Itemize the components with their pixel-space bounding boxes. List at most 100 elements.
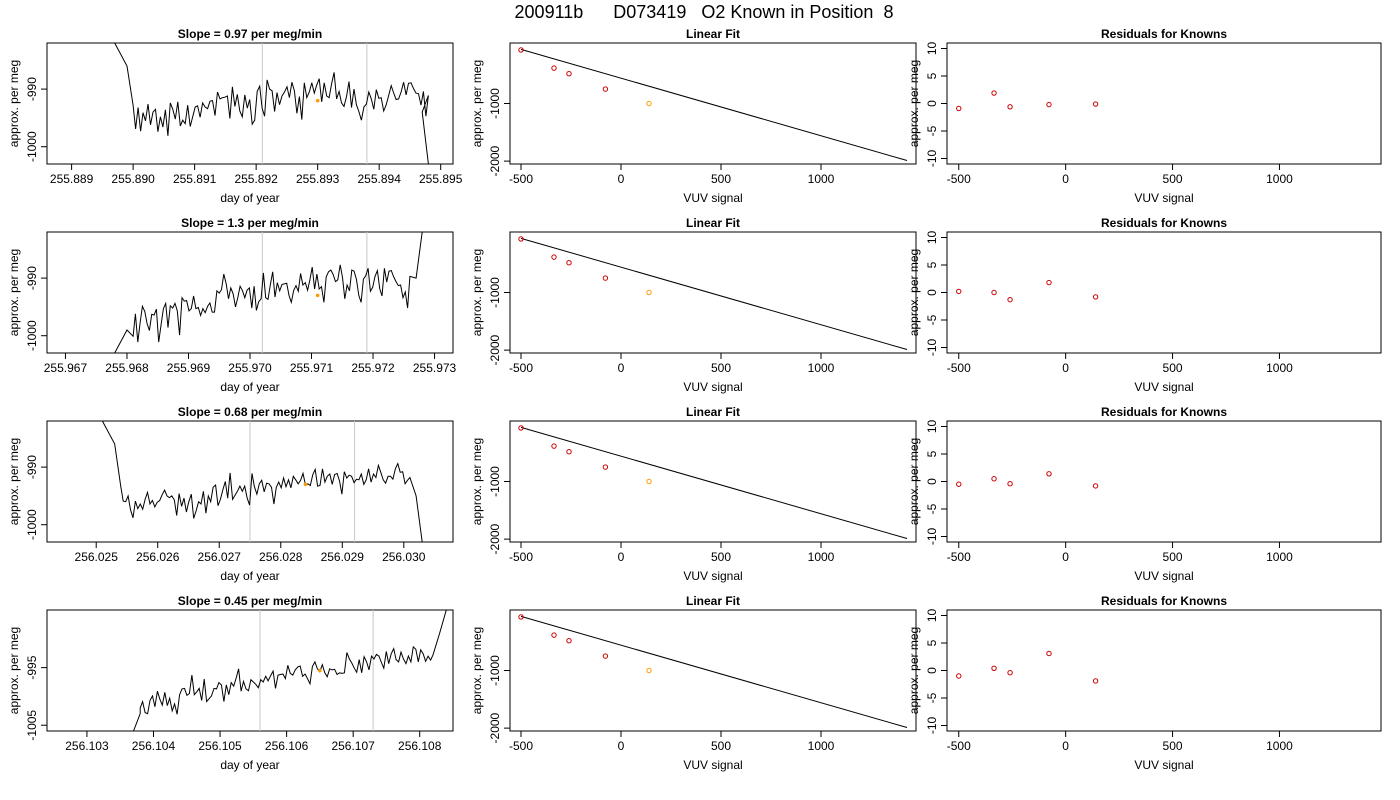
x-axis-label: VUV signal [1134, 380, 1193, 394]
y-tick-label: -990 [25, 266, 39, 290]
x-tick-label: 500 [1163, 550, 1183, 564]
series-line [101, 421, 423, 542]
data-point [566, 260, 572, 266]
x-tick-label: 256.104 [132, 739, 176, 753]
x-axis-label: day of year [220, 758, 279, 772]
plot-data [518, 236, 908, 351]
y-tick-label: 5 [925, 72, 939, 79]
x-tick-label: 500 [711, 550, 731, 564]
y-tick-label: 10 [925, 42, 939, 56]
x-tick-label: -500 [509, 172, 533, 186]
panel-title: Residuals for Knowns [1101, 27, 1227, 41]
data-point [991, 289, 997, 296]
y-axis-label: approx. per meg [7, 249, 21, 336]
y-axis-label: approx. per meg [7, 627, 21, 714]
x-tick-label: 256.028 [259, 550, 303, 564]
data-point [646, 478, 652, 485]
x-tick-label: 256.025 [75, 550, 119, 564]
x-tick-label: 0 [618, 739, 625, 753]
y-tick-label: 10 [925, 420, 939, 434]
x-tick-label: 500 [1163, 361, 1183, 375]
data-point [1092, 101, 1099, 107]
y-tick-label: 5 [925, 261, 939, 268]
known-mean-point [315, 293, 320, 298]
panel-title: Slope = 0.97 per meg/min [178, 27, 322, 41]
x-tick-label: 255.890 [111, 172, 155, 186]
panel-fit-row-1: Linear Fit VUV signal approx. per meg -500 0… [470, 216, 917, 394]
x-tick-label: -500 [509, 361, 533, 375]
data-point [518, 47, 524, 53]
plot-data [101, 421, 423, 542]
x-tick-label: 256.105 [198, 739, 242, 753]
data-point [991, 476, 997, 482]
fit-line [520, 426, 908, 540]
y-tick-label: 0 [925, 289, 939, 296]
x-tick-label: 1000 [1266, 739, 1293, 753]
x-tick-label: 255.973 [413, 361, 457, 375]
y-axis-label: approx. per meg [7, 60, 21, 147]
known-mean-point [315, 98, 320, 103]
x-tick-label: 500 [711, 172, 731, 186]
y-tick-label: 5 [925, 639, 939, 646]
y-tick-label: -1000 [25, 509, 39, 540]
y-tick-label: -5 [925, 125, 939, 136]
data-point [566, 449, 572, 455]
y-tick-label: -1000 [488, 655, 502, 686]
data-point [566, 71, 572, 77]
series-line [114, 232, 423, 353]
x-tick-label: 1000 [1266, 361, 1293, 375]
data-point [1007, 481, 1013, 487]
plot-data [518, 47, 908, 162]
data-point [1092, 678, 1099, 684]
plot-frame [46, 609, 454, 732]
x-axis-label: VUV signal [683, 758, 742, 772]
y-axis-label: approx. per meg [907, 438, 921, 525]
x-tick-label: 1000 [1266, 550, 1293, 564]
data-point [566, 638, 572, 644]
y-tick-label: 0 [925, 478, 939, 485]
data-point [1007, 104, 1013, 110]
data-point [551, 443, 557, 449]
x-tick-label: 256.029 [321, 550, 365, 564]
y-tick-label: -2000 [488, 334, 502, 365]
panel-title: Residuals for Knowns [1101, 594, 1227, 608]
panel-resid-row-0: Residuals for Knowns VUV signal approx. pe… [907, 27, 1382, 205]
data-point [991, 90, 997, 96]
x-axis-label: VUV signal [1134, 569, 1193, 583]
x-tick-label: 256.103 [65, 739, 109, 753]
x-tick-label: 255.892 [234, 172, 278, 186]
y-tick-label: -10 [925, 339, 939, 357]
y-axis-label: approx. per meg [907, 60, 921, 147]
x-tick-label: 1000 [808, 361, 835, 375]
panel-time-row-0: Slope = 0.97 per meg/min day of year appro… [7, 27, 463, 205]
y-axis-label: approx. per meg [470, 438, 484, 525]
y-tick-label: -1000 [25, 131, 39, 162]
y-tick-label: 10 [925, 231, 939, 245]
y-tick-label: -990 [25, 77, 39, 101]
x-axis-label: VUV signal [1134, 191, 1193, 205]
y-tick-label: -1000 [25, 320, 39, 351]
y-tick-label: -2000 [488, 712, 502, 743]
plot-data [956, 650, 1099, 684]
data-point [1046, 101, 1052, 108]
x-tick-label: 255.971 [290, 361, 334, 375]
plot-data [518, 425, 908, 540]
fit-line [520, 615, 908, 729]
plot-data [114, 232, 423, 353]
y-tick-label: -10 [925, 150, 939, 168]
x-tick-label: 256.107 [331, 739, 375, 753]
x-tick-label: 0 [1062, 550, 1069, 564]
y-tick-label: -2000 [488, 523, 502, 554]
y-tick-label: -2000 [488, 145, 502, 176]
y-tick-label: -1000 [488, 466, 502, 497]
x-axis-label: day of year [220, 569, 279, 583]
data-point [956, 105, 962, 112]
x-tick-label: 500 [1163, 172, 1183, 186]
data-point [956, 288, 962, 295]
x-axis-label: VUV signal [683, 569, 742, 583]
plot-frame [946, 42, 1382, 165]
y-tick-label: -10 [925, 717, 939, 735]
plot-frame [46, 42, 454, 165]
x-axis-label: VUV signal [1134, 758, 1193, 772]
